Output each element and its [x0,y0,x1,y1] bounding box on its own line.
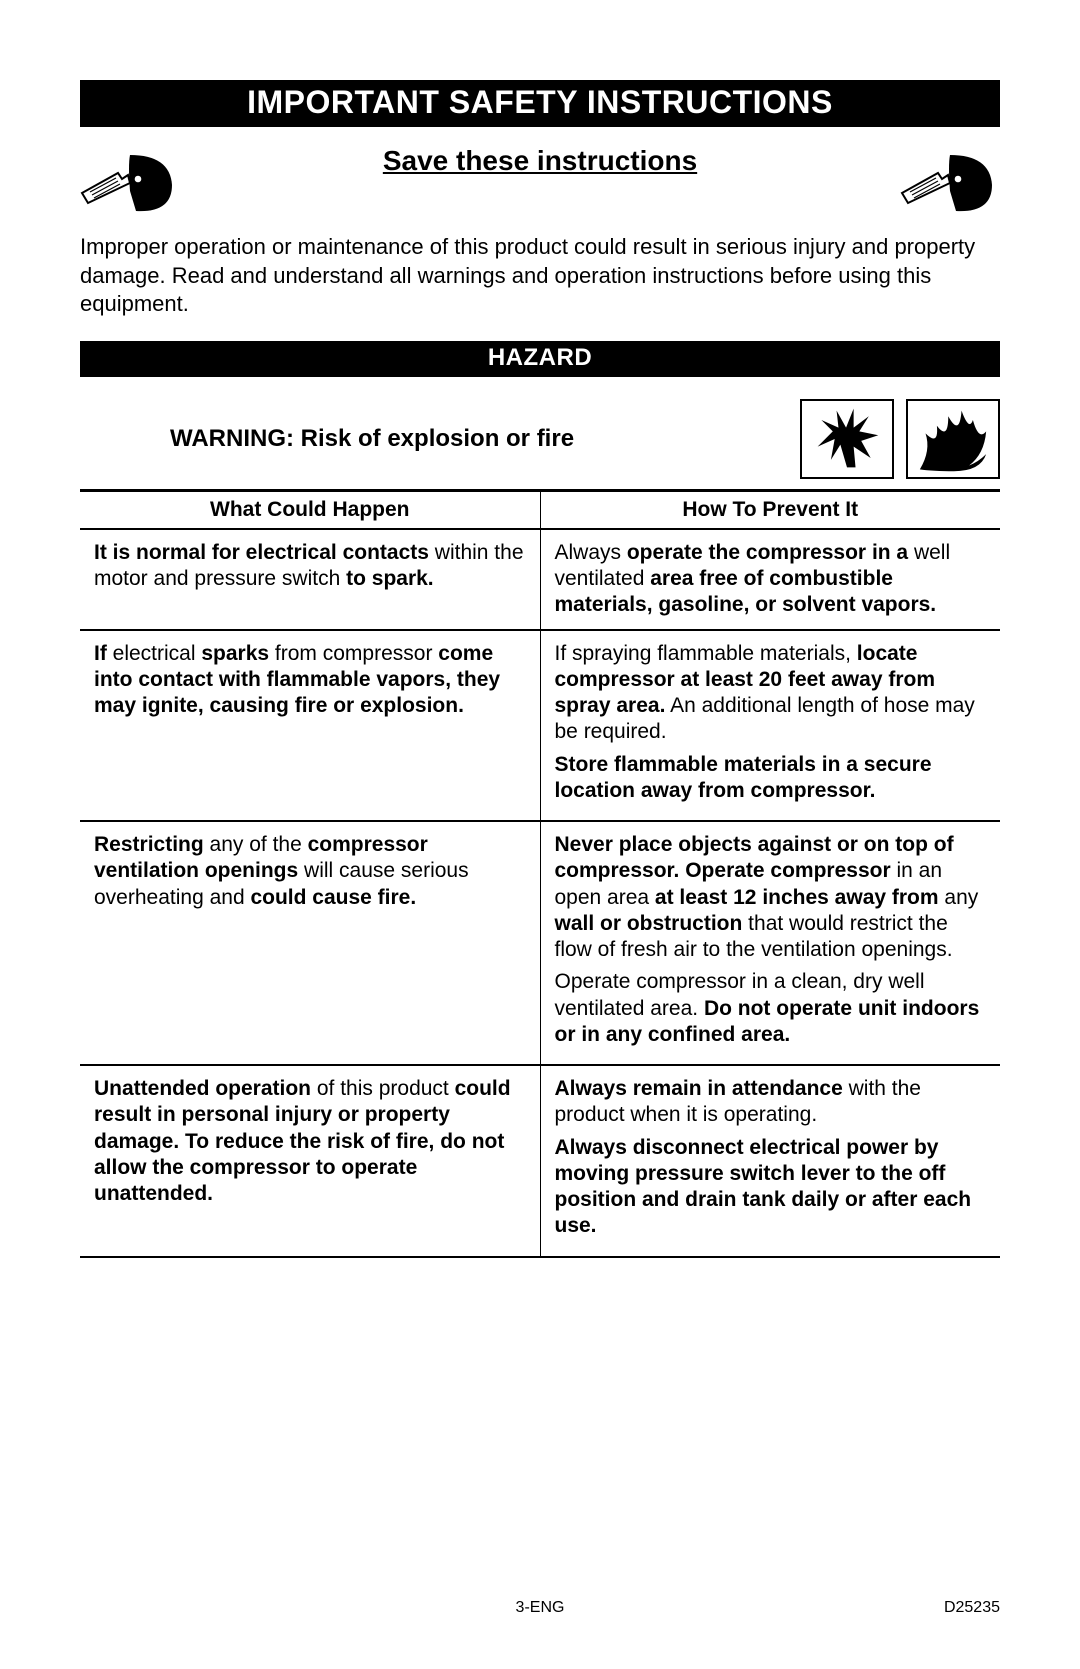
cell-what-could-happen: Unattended operation of this product cou… [80,1065,540,1257]
col-header-left: What Could Happen [80,490,540,529]
warning-icons [800,399,1000,479]
cell-what-could-happen: If electrical sparks from compressor com… [80,630,540,822]
table-header-row: What Could Happen How To Prevent It [80,490,1000,529]
read-manual-icon [900,145,1000,215]
warning-row: WARNING: Risk of explosion or fire [80,399,1000,479]
hazard-bar: HAZARD [80,341,1000,377]
cell-what-could-happen: Restricting any of the compressor ventil… [80,821,540,1065]
table-row: Unattended operation of this product cou… [80,1065,1000,1257]
read-manual-icon [80,145,180,215]
table-row: If electrical sparks from compressor com… [80,630,1000,822]
explosion-icon [800,399,894,479]
cell-how-to-prevent: If spraying flammable materials, locate … [540,630,1000,822]
table-row: It is normal for electrical contacts wit… [80,529,1000,630]
hazard-table: What Could Happen How To Prevent It It i… [80,489,1000,1258]
cell-what-could-happen: It is normal for electrical contacts wit… [80,529,540,630]
subtitle: Save these instructions [190,145,890,177]
page-footer: 3-ENG D25235 [80,1599,1000,1617]
page-title-bar: IMPORTANT SAFETY INSTRUCTIONS [80,80,1000,127]
cell-how-to-prevent: Always remain in attendance with the pro… [540,1065,1000,1257]
footer-center: 3-ENG [200,1599,880,1617]
warning-heading: WARNING: Risk of explosion or fire [80,425,574,453]
fire-icon [906,399,1000,479]
intro-text: Improper operation or maintenance of thi… [80,233,1000,319]
cell-how-to-prevent: Never place objects against or on top of… [540,821,1000,1065]
subtitle-row: Save these instructions [80,145,1000,215]
table-row: Restricting any of the compressor ventil… [80,821,1000,1065]
cell-how-to-prevent: Always operate the compressor in a well … [540,529,1000,630]
footer-right: D25235 [880,1599,1000,1617]
col-header-right: How To Prevent It [540,490,1000,529]
